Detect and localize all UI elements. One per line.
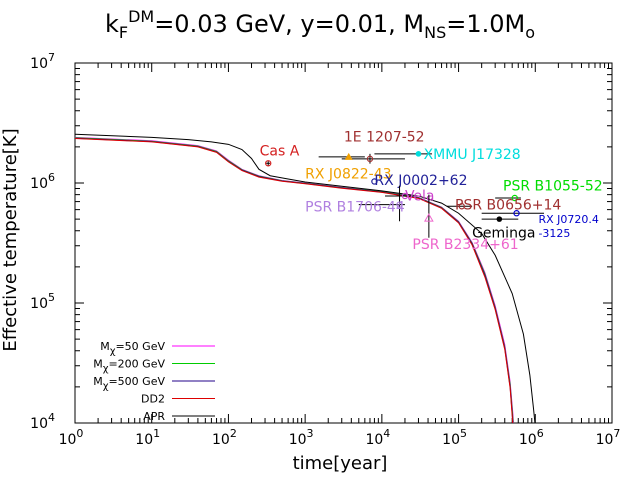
obs-label-5: Vela xyxy=(405,188,435,204)
x-tick-exp-4: 4 xyxy=(383,427,390,440)
legend-label-sub-1: χ xyxy=(103,364,109,375)
obs-label-6: PSR B1706-44 xyxy=(305,199,405,215)
observation-7: PSR B1055-52 xyxy=(495,179,603,202)
legend-label-rest-2: =500 GeV xyxy=(108,375,165,388)
obs-marker-11 xyxy=(424,213,434,222)
chart-title: kFDM=0.03 GeV, y=0.01, MNS=1.0Mo xyxy=(105,7,535,42)
series-line-3 xyxy=(75,137,514,423)
x-tick-label-0: 100 xyxy=(59,427,84,448)
legend-label-sub-2: χ xyxy=(103,381,109,392)
obs-label-0: Cas A xyxy=(260,144,300,160)
observation-1: 1E 1207-52 xyxy=(341,129,425,164)
obs-marker-3 xyxy=(344,152,353,160)
observation-11: PSR B2334+61 xyxy=(412,194,519,253)
legend-label-0: Mχ=50 GeV xyxy=(100,340,165,357)
x-tick-exp-7: 7 xyxy=(613,427,620,440)
obs-label-11: PSR B2334+61 xyxy=(412,237,518,253)
observation-10: Geminga xyxy=(472,216,535,242)
x-tick-label-4: 104 xyxy=(365,427,390,448)
obs-marker-10 xyxy=(496,216,503,222)
x-tick-label-3: 103 xyxy=(289,427,314,448)
y-tick-label-1: 105 xyxy=(30,291,55,312)
x-tick-exp-0: 0 xyxy=(76,427,83,440)
obs-label-3: RX J0822-43 xyxy=(305,166,391,182)
legend-label-sub-0: χ xyxy=(110,346,116,357)
x-tick-exp-6: 6 xyxy=(537,427,544,440)
legend-label-rest-1: =200 GeV xyxy=(108,358,165,371)
observation-9: RX J0720.4-3125 xyxy=(481,210,599,240)
obs-label-8: PSR B0656+14 xyxy=(455,198,561,214)
legend-label-rest-0: =50 GeV xyxy=(115,340,165,353)
x-axis-label: time[year] xyxy=(293,453,388,474)
obs-label-4: RX J0002+62 xyxy=(374,173,467,189)
obs-marker-9 xyxy=(513,210,520,217)
x-tick-exp-1: 1 xyxy=(153,427,160,440)
y-tick-exp-1: 5 xyxy=(48,291,55,304)
obs-label-10: Geminga xyxy=(472,226,535,242)
obs-marker-5 xyxy=(401,192,409,200)
observation-2: XMMU J17328 xyxy=(374,147,521,163)
obs-marker-2 xyxy=(415,151,422,157)
legend-label-3: DD2 xyxy=(141,393,165,406)
legend-label-2: Mχ=500 GeV xyxy=(93,375,165,392)
obs-marker-6 xyxy=(396,201,403,208)
x-tick-label-1: 101 xyxy=(135,427,160,448)
plot-frame xyxy=(74,62,613,424)
series-line-4 xyxy=(75,133,536,423)
y-axis-label: Effective temperature[K] xyxy=(0,128,21,351)
x-tick-exp-5: 5 xyxy=(460,427,467,440)
y-tick-exp-3: 7 xyxy=(48,51,55,64)
observation-8: PSR B0656+14 xyxy=(446,198,561,214)
x-tick-exp-3: 3 xyxy=(307,427,314,440)
observation-3: RX J0822-43 xyxy=(305,152,392,182)
series-lines xyxy=(75,133,536,423)
obs-label-7: PSR B1055-52 xyxy=(503,179,603,195)
x-tick-label-7: 107 xyxy=(596,427,621,448)
y-tick-label-3: 107 xyxy=(30,51,55,72)
x-tick-label-6: 106 xyxy=(519,427,544,448)
legend-label-1: Mχ=200 GeV xyxy=(93,358,165,375)
y-tick-exp-2: 6 xyxy=(48,171,55,184)
obs-label-2: XMMU J17328 xyxy=(424,147,521,163)
plot-area: 100 101 102 103 104 105 106 107104105106107Cas … xyxy=(30,51,620,448)
legend-label-4: APR xyxy=(143,410,165,423)
obs-label-1: 1E 1207-52 xyxy=(344,129,425,145)
obs-marker-4 xyxy=(371,178,378,185)
y-tick-label-2: 106 xyxy=(30,171,55,192)
x-tick-exp-2: 2 xyxy=(230,427,237,440)
observation-5: Vela xyxy=(385,188,435,204)
observation-6: PSR B1706-44 xyxy=(305,185,405,222)
obs-label-9: -3125 xyxy=(538,227,570,240)
obs-marker-1 xyxy=(366,155,374,163)
obs-marker-0 xyxy=(265,160,272,167)
y-tick-exp-0: 4 xyxy=(48,411,55,424)
obs-label-9: RX J0720.4 xyxy=(538,213,598,226)
x-tick-label-2: 102 xyxy=(212,427,237,448)
observation-0: Cas A xyxy=(260,144,300,167)
obs-marker-8 xyxy=(458,203,465,210)
y-tick-label-0: 104 xyxy=(30,411,55,432)
obs-marker-7 xyxy=(511,194,518,202)
x-tick-label-5: 105 xyxy=(442,427,467,448)
observation-4: RX J0002+62 xyxy=(371,173,468,189)
